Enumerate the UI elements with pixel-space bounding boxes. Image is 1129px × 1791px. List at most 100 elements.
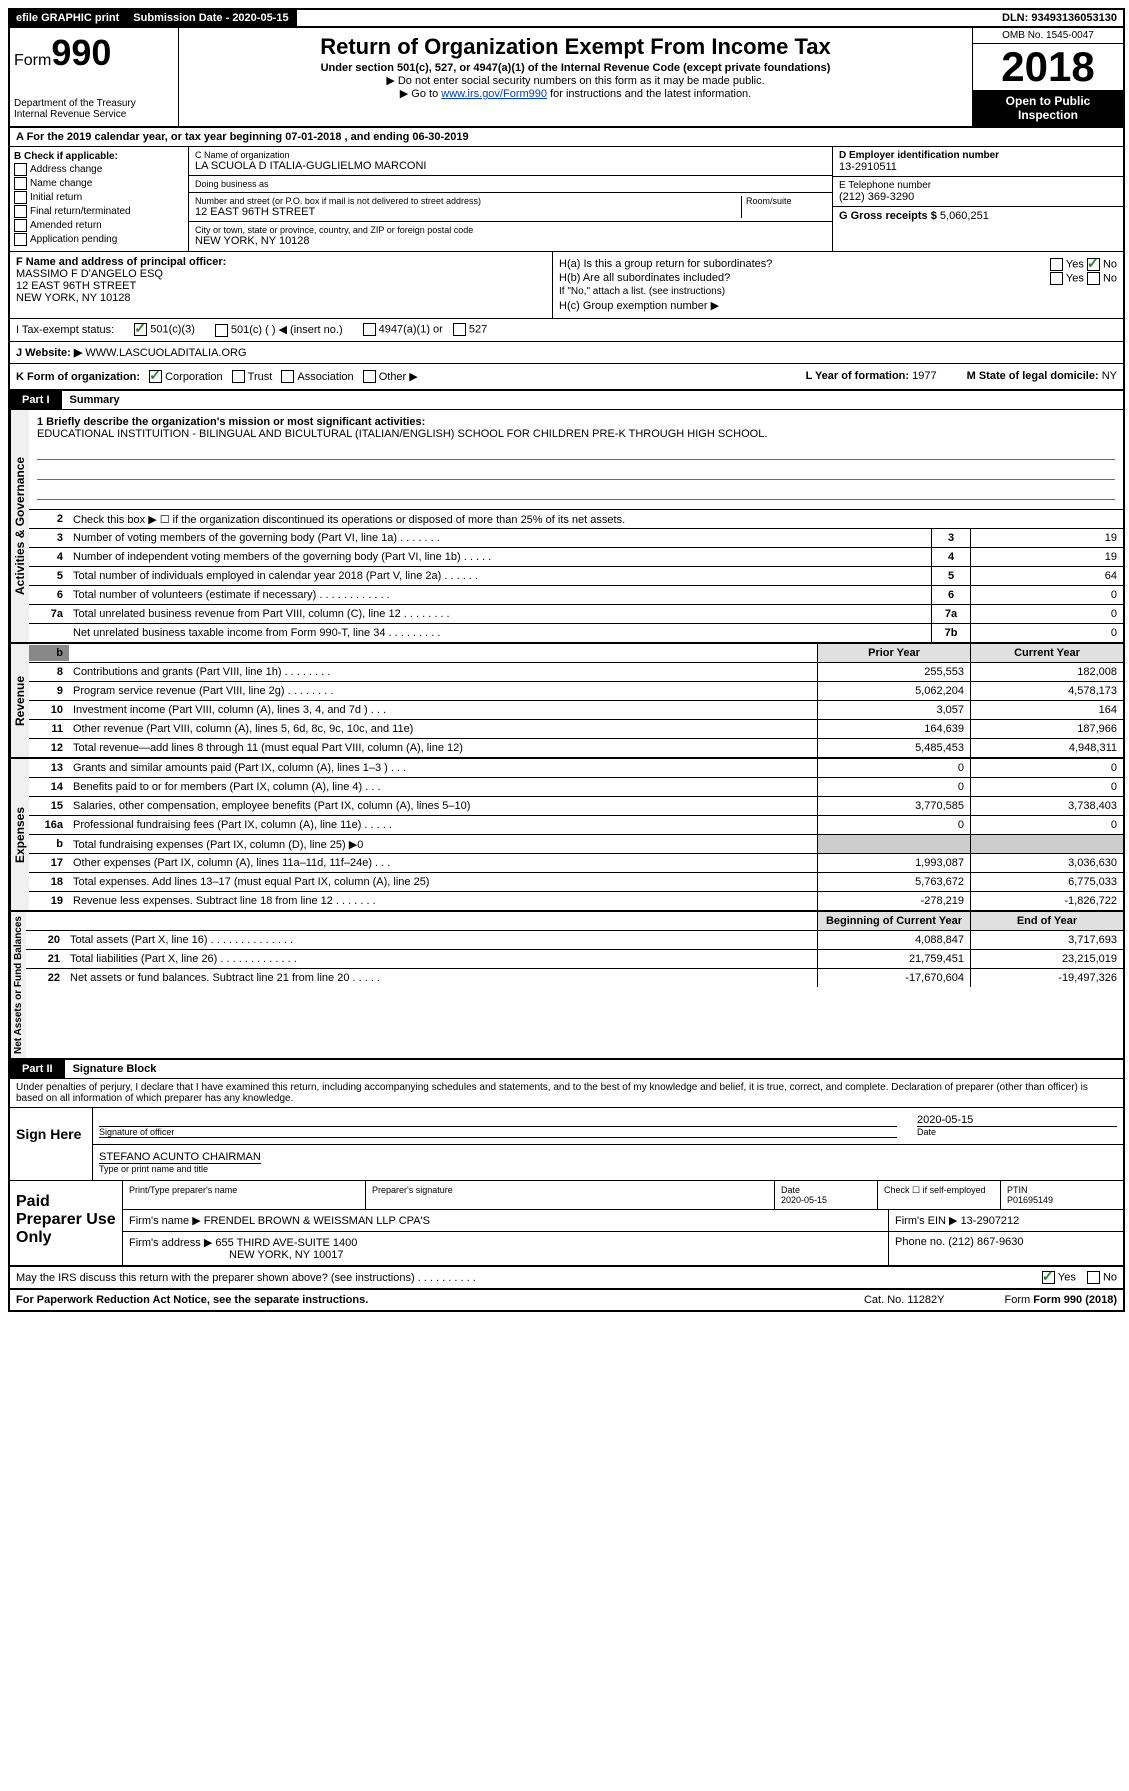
section-h: H(a) Is this a group return for subordin…	[553, 252, 1123, 318]
note-link: ▶ Go to www.irs.gov/Form990 for instruct…	[187, 87, 964, 100]
org-name: LA SCUOLA D ITALIA-GUGLIELMO MARCONI	[195, 160, 826, 172]
form-org-label: K Form of organization:	[16, 371, 140, 383]
tel-label: E Telephone number	[839, 180, 1117, 191]
firm-addr2: NEW YORK, NY 10017	[229, 1249, 344, 1261]
netassets-vlabel: Net Assets or Fund Balances	[10, 912, 26, 1058]
line-16a: 16a Professional fundraising fees (Part …	[29, 816, 1123, 835]
sign-here-section: Sign Here Signature of officer 2020-05-1…	[10, 1108, 1123, 1181]
yes-label: Yes	[1066, 258, 1084, 270]
cb-label: Address change	[30, 164, 102, 175]
hb-row: H(b) Are all subordinates included? Yes …	[559, 272, 1117, 284]
row-a-tax-year: A For the 2019 calendar year, or tax yea…	[10, 128, 1123, 147]
discuss-text: May the IRS discuss this return with the…	[16, 1272, 476, 1284]
expenses-vlabel: Expenses	[10, 759, 29, 910]
cb-initial-return[interactable]: Initial return	[14, 191, 184, 204]
form-subtitle: Under section 501(c), 527, or 4947(a)(1)…	[187, 62, 964, 74]
cb-label: Name change	[30, 178, 92, 189]
cb-label: Amended return	[30, 220, 102, 231]
dept-label: Department of the Treasury Internal Reve…	[14, 98, 174, 120]
mission-text: EDUCATIONAL INSTITUITION - BILINGUAL AND…	[37, 428, 1115, 440]
year-formation: 1977	[912, 370, 936, 382]
form-title: Return of Organization Exempt From Incom…	[187, 34, 964, 60]
part1-header: Part I Summary	[10, 391, 1123, 410]
form-prefix: Form	[14, 52, 51, 69]
prep-sig-label: Preparer's signature	[366, 1181, 775, 1209]
line-8: 8 Contributions and grants (Part VIII, l…	[29, 663, 1123, 682]
line-20: 20 Total assets (Part X, line 16) . . . …	[26, 931, 1123, 950]
tax-status-label: I Tax-exempt status:	[16, 324, 114, 336]
revenue-section: Revenue b Prior Year Current Year 8 Cont…	[10, 644, 1123, 759]
irs-link[interactable]: www.irs.gov/Form990	[441, 88, 547, 100]
line-4: 4 Number of independent voting members o…	[29, 548, 1123, 567]
tel-value: (212) 369-3290	[839, 191, 1117, 203]
opt-assoc: Association	[297, 371, 353, 383]
firm-addr1: 655 THIRD AVE-SUITE 1400	[215, 1237, 357, 1249]
cb-amended[interactable]: Amended return	[14, 219, 184, 232]
street-address: 12 EAST 96TH STREET	[195, 206, 741, 218]
part1-title: Summary	[62, 391, 128, 409]
sig-name-label: Type or print name and title	[99, 1164, 261, 1174]
line-2: 2 Check this box ▶ ☐ if the organization…	[29, 510, 1123, 529]
section-d: D Employer identification number 13-2910…	[833, 147, 1123, 251]
row-j-website: J Website: ▶ WWW.LASCUOLADITALIA.ORG	[10, 342, 1123, 364]
sig-officer-label: Signature of officer	[99, 1126, 897, 1137]
line-6: 6 Total number of volunteers (estimate i…	[29, 586, 1123, 605]
form-num: 990	[51, 32, 111, 73]
form-header: Form990 Department of the Treasury Inter…	[10, 28, 1123, 128]
cb-address-change[interactable]: Address change	[14, 163, 184, 176]
row-i-tax-status: I Tax-exempt status: 501(c)(3) 501(c) ( …	[10, 319, 1123, 342]
section-bcd: B Check if applicable: Address change Na…	[10, 147, 1123, 252]
line-11: 11 Other revenue (Part VIII, column (A),…	[29, 720, 1123, 739]
paid-preparer-section: Paid Preparer Use Only Print/Type prepar…	[10, 1181, 1123, 1267]
line-10: 10 Investment income (Part VIII, column …	[29, 701, 1123, 720]
form-ref-text: Form 990 (2018)	[1033, 1294, 1117, 1306]
yes-label: Yes	[1058, 1272, 1076, 1284]
sig-date: 2020-05-15	[917, 1114, 1117, 1126]
prep-date: 2020-05-15	[781, 1195, 827, 1205]
cb-application[interactable]: Application pending	[14, 233, 184, 246]
section-f: F Name and address of principal officer:…	[10, 252, 553, 318]
firm-addr-label: Firm's address ▶	[129, 1237, 212, 1249]
officer-addr2: NEW YORK, NY 10128	[16, 292, 546, 304]
expenses-section: Expenses 13 Grants and similar amounts p…	[10, 759, 1123, 912]
section-fh: F Name and address of principal officer:…	[10, 252, 1123, 319]
cb-label: Application pending	[30, 234, 117, 245]
efile-button[interactable]: efile GRAPHIC print	[10, 10, 127, 26]
firm-name: FRENDEL BROWN & WEISSMAN LLP CPA'S	[204, 1215, 430, 1227]
yes-label: Yes	[1066, 272, 1084, 284]
opt-corp: Corporation	[165, 371, 222, 383]
paperwork-notice: For Paperwork Reduction Act Notice, see …	[16, 1294, 368, 1306]
current-year-header: Current Year	[970, 644, 1123, 662]
dba-label: Doing business as	[195, 179, 826, 189]
firm-ein-label: Firm's EIN ▶	[895, 1215, 958, 1227]
cb-final-return[interactable]: Final return/terminated	[14, 205, 184, 218]
no-label: No	[1103, 258, 1117, 270]
cb-name-change[interactable]: Name change	[14, 177, 184, 190]
governance-section: Activities & Governance 1 Briefly descri…	[10, 410, 1123, 644]
mission-block: 1 Briefly describe the organization's mi…	[29, 410, 1123, 510]
cb-label: Initial return	[30, 192, 82, 203]
ein-label: D Employer identification number	[839, 150, 1117, 161]
form-number: Form990	[14, 32, 174, 74]
revenue-vlabel: Revenue	[10, 644, 29, 757]
top-bar: efile GRAPHIC print Submission Date - 20…	[10, 10, 1123, 28]
footer: For Paperwork Reduction Act Notice, see …	[10, 1290, 1123, 1310]
governance-vlabel: Activities & Governance	[10, 410, 29, 642]
line-14: 14 Benefits paid to or for members (Part…	[29, 778, 1123, 797]
year-formation-label: L Year of formation:	[806, 370, 910, 382]
section-c: C Name of organization LA SCUOLA D ITALI…	[189, 147, 833, 251]
opt-4947: 4947(a)(1) or	[379, 324, 443, 336]
opt-527: 527	[469, 324, 487, 336]
domicile-label: M State of legal domicile:	[967, 370, 1099, 382]
revenue-header: b Prior Year Current Year	[29, 644, 1123, 663]
sig-name: STEFANO ACUNTO CHAIRMAN	[99, 1151, 261, 1164]
tax-year: 2018	[973, 44, 1123, 90]
line-13: 13 Grants and similar amounts paid (Part…	[29, 759, 1123, 778]
opt-other: Other ▶	[379, 371, 418, 383]
firm-ein: 13-2907212	[961, 1215, 1020, 1227]
domicile: NY	[1102, 370, 1117, 382]
org-name-label: C Name of organization	[195, 150, 826, 160]
line-7b: Net unrelated business taxable income fr…	[29, 624, 1123, 642]
netassets-header: Beginning of Current Year End of Year	[26, 912, 1123, 931]
line-3: 3 Number of voting members of the govern…	[29, 529, 1123, 548]
